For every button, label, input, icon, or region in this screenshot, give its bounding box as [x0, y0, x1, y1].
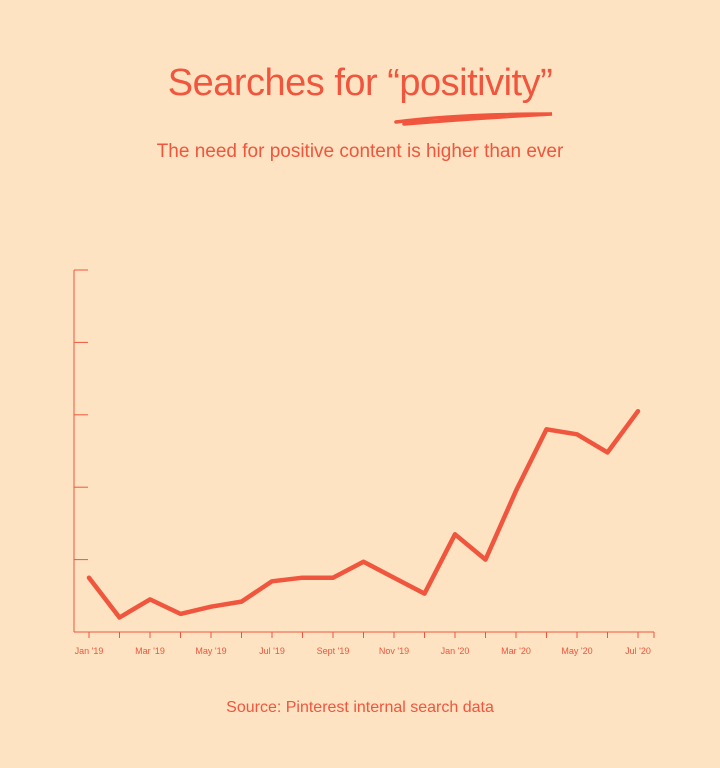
x-tick-label: May '19	[195, 646, 226, 656]
title-underline-scribble	[394, 112, 553, 126]
line-chart: Jan '19 Mar '19 May '19 Jul '19 Sept '19 Nov …	[73, 269, 655, 656]
chart-title: Searches for “positivity”	[0, 62, 720, 105]
x-tick-label: Jul '20	[625, 646, 651, 656]
title-prefix: Searches for	[167, 62, 388, 104]
source-note: Source: Pinterest internal search data	[226, 699, 494, 716]
x-tick-label: Sept '19	[317, 646, 350, 656]
x-tick-label: Nov '19	[379, 646, 409, 656]
series-line	[86, 408, 641, 620]
title-highlight: “positivity”	[387, 62, 553, 104]
x-tick-label: Jan '19	[75, 646, 104, 656]
chart-subtitle: The need for positive content is higher …	[156, 141, 564, 162]
x-tick-label: Mar '20	[501, 646, 531, 656]
x-tick-label: Jan '20	[441, 646, 470, 656]
x-tick-label: May '20	[561, 646, 592, 656]
x-tick-label: Jul '19	[259, 646, 285, 656]
x-tick-label: Mar '19	[135, 646, 165, 656]
